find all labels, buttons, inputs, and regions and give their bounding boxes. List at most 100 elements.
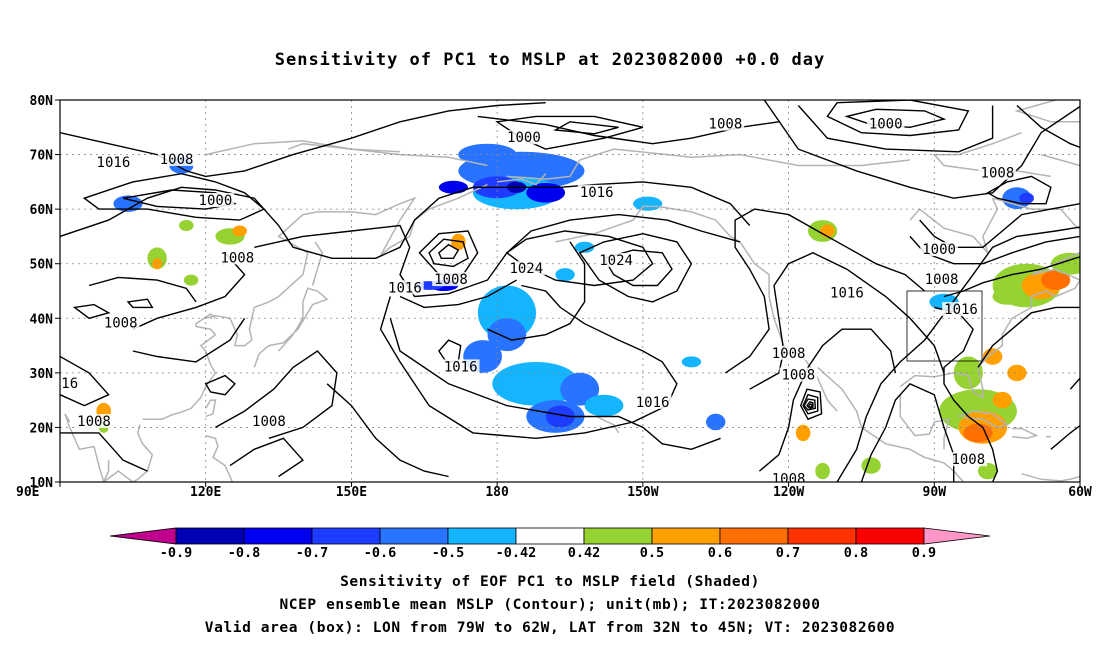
contour-label: 1008: [104, 316, 138, 332]
contour-label-bg: [75, 414, 113, 428]
contour-label: 16: [61, 376, 78, 392]
sensitivity-blob: [232, 225, 247, 237]
mslp-isobar: [1016, 104, 1080, 149]
contour-label-bg: [633, 394, 672, 409]
mslp-isobar: [326, 383, 449, 478]
sensitivity-blob: [815, 462, 830, 480]
lat-label: 10N: [30, 476, 54, 491]
mslp-isobar: [126, 298, 154, 309]
contour-label-bg: [769, 471, 808, 482]
caption-contour: NCEP ensemble mean MSLP (Contour); unit(…: [279, 597, 821, 613]
contour-label-bg: [949, 452, 988, 467]
contour-label-bg: [505, 130, 543, 145]
lat-label: 60N: [30, 203, 54, 218]
contour-label-bg: [157, 152, 196, 166]
mslp-isobar: [934, 306, 999, 482]
sensitivity-blob: [574, 241, 595, 253]
mslp-isobar: [860, 382, 955, 482]
mslp-contours: [60, 100, 1080, 482]
mslp-isobar: [826, 100, 970, 137]
mslp-isobar: [88, 276, 197, 303]
coastline: [253, 287, 329, 368]
contour-label: 1008: [220, 250, 254, 266]
sensitivity-blob: [1007, 364, 1027, 382]
contour-label-bg: [769, 345, 808, 360]
mslp-isobar: [919, 202, 1080, 248]
mslp-isobar: [763, 100, 1080, 199]
contour-label: 1008: [981, 166, 1015, 182]
mslp-isobar: [215, 350, 338, 439]
sensitivity-blob: [681, 356, 702, 368]
colorbar-label: 0.42: [568, 545, 601, 561]
lon-label: 150E: [336, 485, 367, 500]
mslp-isobar: [389, 318, 721, 451]
sensitivity-blob: [584, 394, 624, 417]
colorbar: -0.9 -0.8 -0.7 -0.6 -0.5 -0.42 0.42 0.5 0.6 0.7 0.…: [109, 527, 991, 561]
colorbar-label: -0.9: [160, 545, 193, 561]
sensitivity-blob: [560, 372, 600, 406]
contour-label: 1024: [1080, 316, 1100, 332]
coastline: [64, 413, 105, 482]
valid-area-box: [906, 290, 983, 362]
contour-labels: 1016 1008 1000 1008 1000 1008 1016 1024 1024 1016…: [60, 116, 1100, 482]
caption-shading: Sensitivity of EOF PC1 to MSLP field (Sh…: [340, 574, 760, 590]
coastline: [909, 197, 999, 254]
mslp-isobar: [132, 317, 246, 363]
contour-label-bg: [978, 165, 1017, 180]
contour-label-bg: [94, 154, 133, 169]
mslp-isobar: [487, 241, 586, 341]
mslp-isobar: [60, 432, 148, 472]
contour-label: 1016: [97, 155, 131, 171]
mslp-isobar: [204, 374, 236, 396]
contour-label: 1008: [77, 414, 111, 430]
lat-label: 40N: [30, 312, 54, 327]
colorbar-label: 0.7: [776, 545, 800, 561]
sensitivity-blob: [1092, 444, 1100, 477]
colorbar-box: [515, 527, 585, 545]
contour-label-bg: [507, 261, 546, 276]
colorbar-right-arrow: [923, 527, 991, 545]
sensitivity-blob: [820, 224, 835, 238]
contour-label-bg: [1078, 315, 1080, 330]
contour-label: 1000: [922, 242, 956, 258]
lat-label: 30N: [30, 367, 54, 382]
sensitivity-blob: [492, 362, 580, 406]
contour-label-bg: [386, 280, 424, 295]
mslp-isobar: [749, 252, 945, 390]
colorbar-box: [379, 527, 449, 545]
sensitivity-blob: [1080, 343, 1099, 359]
colorbar-label: 0.5: [640, 545, 664, 561]
lon-label: 120W: [773, 485, 804, 500]
contour-label-bg: [779, 367, 818, 382]
contour-label-bg: [441, 359, 480, 374]
contour-label-bg: [597, 253, 635, 267]
coastline: [958, 410, 1009, 429]
coastline: [205, 434, 234, 482]
mslp-isobar: [758, 328, 897, 472]
lon-label: 150W: [627, 485, 658, 500]
lon-label: 90W: [923, 485, 947, 500]
sensitivity-blob: [438, 180, 468, 194]
sensitivity-blob: [1019, 192, 1034, 204]
colorbar-label: 0.6: [708, 545, 732, 561]
mslp-isobar: [1050, 424, 1080, 450]
mslp-isobar: [399, 279, 517, 309]
contour-label-bg: [942, 302, 980, 317]
coastline: [555, 205, 838, 412]
contour-label-bg: [920, 242, 958, 257]
mslp-isobar: [553, 121, 619, 135]
coastline: [311, 241, 324, 286]
coastline: [1014, 100, 1080, 123]
contour-label: 1008: [951, 452, 985, 468]
coastline: [497, 173, 547, 186]
sensitivity-blob: [861, 457, 881, 474]
contour-label: 1008: [772, 346, 806, 362]
colorbar-label: -0.7: [296, 545, 329, 561]
mslp-isobar: [428, 238, 469, 268]
grid-lines: [60, 100, 1080, 482]
contour-label-bg: [432, 272, 470, 287]
mslp-isobar: [132, 252, 246, 330]
coastline: [102, 424, 154, 482]
